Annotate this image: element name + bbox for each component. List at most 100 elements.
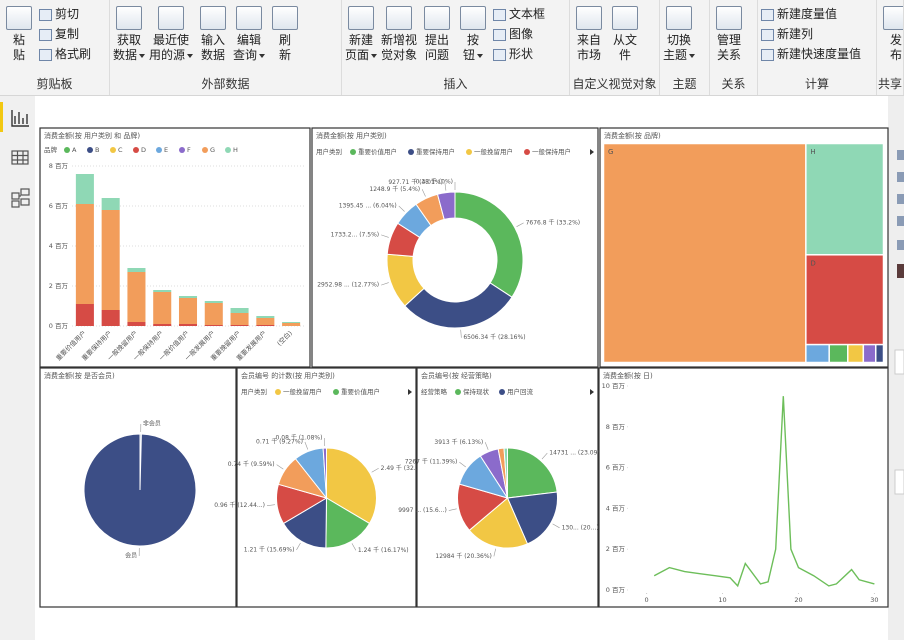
button-label: 按 <box>467 33 479 48</box>
bar-segment <box>256 325 275 326</box>
bar-segment <box>256 318 275 325</box>
pie-slice <box>454 191 524 298</box>
ribbon-button[interactable]: 最近使 用的源 <box>149 4 194 76</box>
label-leader <box>444 182 447 191</box>
ribbon-small-button[interactable]: 新建列 <box>761 26 861 43</box>
dropdown-arrow <box>477 53 484 58</box>
legend-label: 用户回流 <box>507 387 534 396</box>
button-label: 最近使 <box>153 33 189 48</box>
ribbon-group-label: 主题 <box>672 77 697 91</box>
button-icon <box>424 6 451 30</box>
ribbon-small-button[interactable]: 格式刷 <box>39 46 91 63</box>
ribbon-button[interactable]: 提出 问题 <box>421 4 453 76</box>
pie-slice <box>325 497 371 549</box>
legend-marker <box>179 147 185 153</box>
button-icon <box>716 6 742 30</box>
button-label-text: 主题 <box>663 48 688 62</box>
slice-label: 1733.2... (7.5%) <box>331 231 380 238</box>
ribbon-small-button[interactable]: 形状 <box>493 46 545 63</box>
ribbon-button[interactable]: 粘贴 <box>3 4 35 76</box>
button-icon <box>158 6 185 30</box>
bar-segment <box>75 174 94 204</box>
ribbon-button[interactable]: 新增视 觉对象 <box>381 4 417 76</box>
pie-slice <box>507 447 558 499</box>
button-icon <box>236 6 263 30</box>
legend-label: 重要价值用户 <box>341 387 380 396</box>
bar-segment <box>153 324 172 326</box>
ribbon-button[interactable]: 切换 主题 <box>663 4 696 76</box>
button-label-text: 获取 <box>117 33 142 47</box>
data-view-icon[interactable] <box>11 150 29 165</box>
legend-marker <box>156 147 162 153</box>
legend-label: H <box>233 146 238 154</box>
report-view-icon[interactable] <box>11 110 29 127</box>
nav-selected-indicator <box>0 102 3 132</box>
ribbon-button[interactable]: 来自 市场 <box>573 4 605 76</box>
ribbon-stack: 文本框 图像 形状 <box>493 4 545 76</box>
ribbon-items: 来自 市场 从文件 <box>570 0 659 76</box>
button-icon <box>666 6 692 30</box>
ribbon-group: 管理 关系 关系 <box>710 0 758 95</box>
treemap-tile <box>875 344 884 363</box>
ribbon-button[interactable]: 刷新 <box>269 4 301 76</box>
button-label-text: 粘 <box>12 33 25 47</box>
legend-title: 品牌 <box>44 145 58 154</box>
label-leader <box>516 222 524 227</box>
model-view-icon[interactable] <box>11 188 30 208</box>
button-icon <box>348 6 374 30</box>
legend-marker <box>466 149 472 155</box>
ribbon-button[interactable]: 按钮 <box>457 4 489 76</box>
button-icon <box>272 6 299 30</box>
ribbon-small-button[interactable]: 图像 <box>493 26 545 43</box>
ribbon-button[interactable]: 新建 页面 <box>345 4 378 76</box>
ribbon-button[interactable]: 编辑 查询 <box>233 4 266 76</box>
ribbon-small-button[interactable]: 新建快速度量值 <box>761 46 861 63</box>
legend-more-arrow <box>408 389 412 395</box>
bar-segment <box>101 198 120 210</box>
button-label-text: 发 <box>889 33 902 47</box>
legend-label: 保持现状 <box>463 387 490 396</box>
ribbon-button[interactable]: 获取 数据 <box>113 4 146 76</box>
x-tick-label: 20 <box>794 596 802 604</box>
button-label: 粘 <box>13 33 25 48</box>
button-label: 刷 <box>279 33 291 48</box>
button-label: 关系 <box>717 48 741 63</box>
ribbon-group-label: 关系 <box>721 77 746 91</box>
pie-slice <box>468 497 529 549</box>
legend-more-arrow <box>590 149 594 155</box>
ribbon-button[interactable]: 从文件 <box>609 4 641 76</box>
ribbon-group: 新建 页面 新增视 觉对象 提出 问题按钮文本框 图像 形状 插入 <box>342 0 570 95</box>
bar-segment <box>230 308 249 313</box>
y-tick-label: 10 百万 <box>602 382 626 390</box>
ribbon-small-button[interactable]: 新建度量值 <box>761 6 861 23</box>
ribbon-small-button[interactable]: 复制 <box>39 26 91 43</box>
legend-label: 一般保持用户 <box>532 147 571 156</box>
ribbon-button[interactable]: 输入 数据 <box>197 4 229 76</box>
legend-marker <box>110 147 116 153</box>
button-icon <box>116 6 142 30</box>
button-label-text: 数据 <box>201 48 226 62</box>
legend-marker <box>64 147 70 153</box>
label-leader <box>541 452 548 460</box>
slice-label: 1395.45 ... (6.04%) <box>339 202 397 209</box>
ribbon-small-button[interactable]: 文本框 <box>493 6 545 23</box>
small-icon <box>39 48 52 61</box>
bar-segment <box>127 268 146 272</box>
ribbon-stack: 新建度量值新建列新建快速度量值 <box>761 4 861 76</box>
ribbon-small-button[interactable]: 剪切 <box>39 6 91 23</box>
ribbon-button[interactable]: 管理 关系 <box>713 4 745 76</box>
button-label: 切换 <box>667 33 691 48</box>
button-label-text: 按 <box>467 33 480 47</box>
button-label-text: 市场 <box>576 48 601 62</box>
pie-slice <box>326 447 377 525</box>
button-label-text: 提出 <box>425 33 450 47</box>
visual-title: 消费金额(按 用户类别) <box>316 131 387 140</box>
button-label: 提出 <box>425 33 449 48</box>
ribbon-button[interactable]: 发布 <box>880 4 903 76</box>
label-leader <box>493 548 496 557</box>
bar-segment <box>230 325 249 326</box>
button-label-text: 从文 <box>612 33 637 47</box>
bar-segment <box>282 322 301 323</box>
